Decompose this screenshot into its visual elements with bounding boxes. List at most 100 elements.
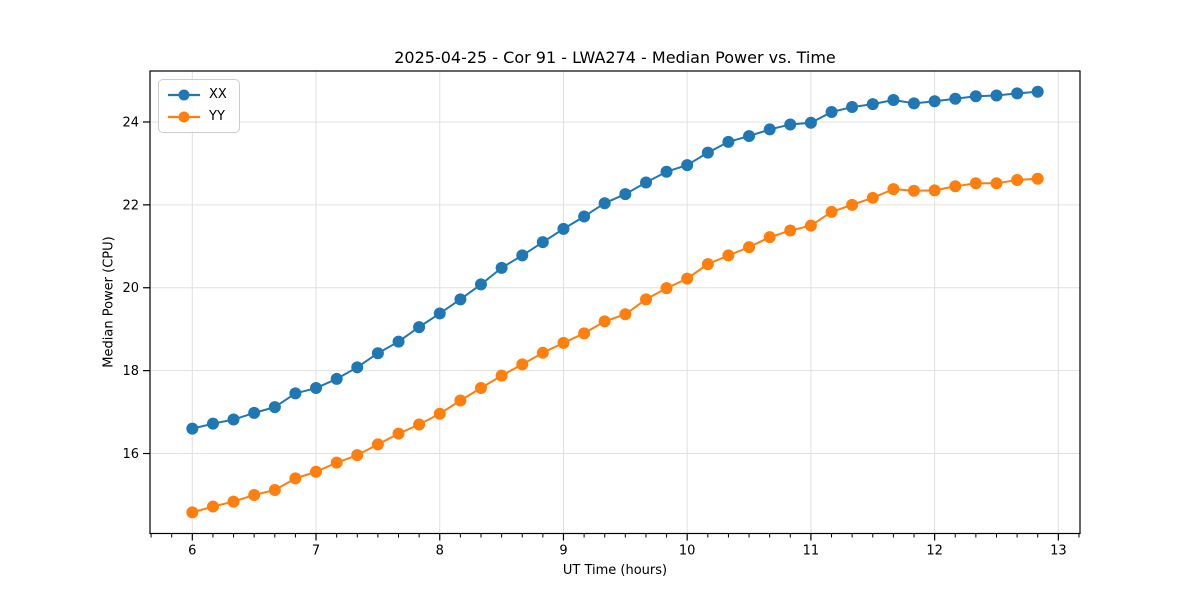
data-point <box>639 293 652 306</box>
data-point <box>578 210 591 223</box>
y-tick-label: 18 <box>122 364 139 379</box>
legend-item-xx: XX <box>167 84 227 106</box>
data-point <box>784 224 797 237</box>
data-point <box>536 346 549 359</box>
data-point <box>516 358 529 371</box>
data-point <box>454 394 467 407</box>
data-point <box>206 500 219 513</box>
plot-border <box>149 70 1081 535</box>
x-tick-label: 10 <box>679 544 696 559</box>
data-point <box>907 184 920 197</box>
data-point <box>928 184 941 197</box>
data-point <box>825 106 838 119</box>
x-axis-label: UT Time (hours) <box>562 563 668 578</box>
x-tick-label: 7 <box>312 544 320 559</box>
line-marker-icon <box>168 111 200 123</box>
major-ticks: 6 7 8 9 10 11 12 13 16 18 20 22 24 <box>122 115 1066 558</box>
data-point <box>268 401 281 414</box>
data-point <box>866 191 879 204</box>
data-point <box>351 361 364 374</box>
data-point <box>495 369 508 382</box>
data-point <box>392 335 405 348</box>
x-tick-label: 13 <box>1050 544 1067 559</box>
data-point <box>846 198 859 211</box>
data-point <box>1011 87 1024 100</box>
data-point <box>248 488 261 501</box>
gridlines <box>150 71 1080 534</box>
y-tick-label: 16 <box>122 447 139 462</box>
data-point <box>866 98 879 111</box>
data-point <box>1011 173 1024 186</box>
data-point <box>660 282 673 295</box>
data-point <box>310 382 323 395</box>
data-point <box>310 465 323 478</box>
data-point <box>268 483 281 496</box>
data-point <box>186 422 199 435</box>
series-yy <box>186 172 1044 519</box>
x-minor-ticks <box>150 533 1080 538</box>
data-point <box>598 315 611 328</box>
data-point <box>454 293 467 306</box>
data-point <box>619 308 632 321</box>
data-point <box>763 231 776 244</box>
data-point <box>990 177 1003 190</box>
data-point <box>474 278 487 291</box>
data-point <box>1031 172 1044 185</box>
data-point <box>681 272 694 285</box>
data-point <box>763 123 776 136</box>
data-point <box>474 382 487 395</box>
x-tick-label: 12 <box>926 544 943 559</box>
chart-title: 2025-04-25 - Cor 91 - LWA274 - Median Po… <box>394 48 836 67</box>
data-point <box>907 97 920 110</box>
data-point <box>516 249 529 262</box>
line-marker-icon <box>168 89 200 101</box>
data-point <box>928 95 941 108</box>
data-point <box>804 116 817 129</box>
data-point <box>248 406 261 419</box>
data-point <box>660 165 673 178</box>
data-point <box>289 387 302 400</box>
data-point <box>1031 85 1044 98</box>
data-point <box>495 261 508 274</box>
y-tick-label: 22 <box>122 198 139 213</box>
data-point <box>227 495 240 508</box>
data-point <box>598 197 611 210</box>
series-xx <box>186 85 1044 435</box>
data-point <box>969 177 982 190</box>
x-tick-label: 8 <box>436 544 444 559</box>
data-point <box>619 188 632 201</box>
data-point <box>330 372 343 385</box>
legend: XX YY <box>158 79 240 133</box>
data-point <box>743 130 756 143</box>
x-tick-label: 6 <box>188 544 196 559</box>
x-tick-label: 9 <box>559 544 567 559</box>
data-point <box>969 90 982 103</box>
data-point <box>701 258 714 271</box>
data-point <box>639 176 652 189</box>
data-point <box>413 321 426 334</box>
y-tick-label: 24 <box>122 115 139 130</box>
data-point <box>206 417 219 430</box>
data-point <box>887 183 900 196</box>
data-point <box>371 438 384 451</box>
data-point <box>557 222 570 235</box>
data-point <box>227 413 240 426</box>
data-point <box>681 159 694 172</box>
data-point <box>351 449 364 462</box>
legend-label-xx: XX <box>209 87 227 102</box>
data-point <box>743 241 756 254</box>
data-point <box>887 94 900 107</box>
data-point <box>186 506 199 519</box>
data-point <box>433 407 446 420</box>
data-point <box>578 327 591 340</box>
data-point <box>949 92 962 105</box>
data-point <box>722 249 735 262</box>
data-point <box>536 236 549 249</box>
x-tick-label: 11 <box>803 544 820 559</box>
y-tick-label: 20 <box>122 281 139 296</box>
data-point <box>392 427 405 440</box>
data-point <box>433 307 446 320</box>
data-point <box>413 418 426 431</box>
